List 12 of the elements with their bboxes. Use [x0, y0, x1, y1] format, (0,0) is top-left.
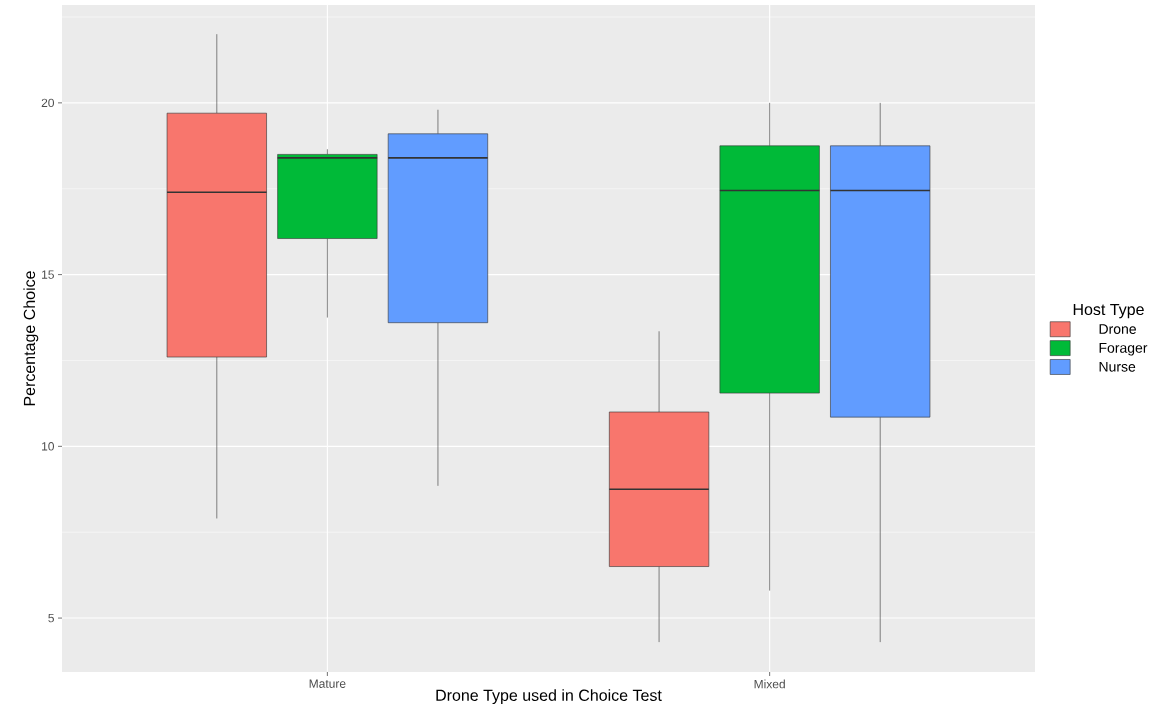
x-tick-label: Mixed [754, 679, 785, 689]
y-tick-label: 5 [48, 613, 54, 623]
y-axis-title: Percentage Choice [23, 271, 39, 406]
legend-label: Nurse [1099, 361, 1136, 372]
y-tick-label: 15 [42, 270, 54, 279]
x-axis-title: Drone Type used in Choice Test [436, 689, 662, 705]
y-tick-label: 10 [42, 442, 55, 451]
x-tick-label: Mature [309, 679, 346, 688]
legend-title: Host Type [1073, 303, 1144, 319]
legend-label: Drone [1099, 324, 1136, 334]
y-tick-label: 20 [41, 98, 55, 108]
legend-label: Forager [1099, 343, 1148, 356]
